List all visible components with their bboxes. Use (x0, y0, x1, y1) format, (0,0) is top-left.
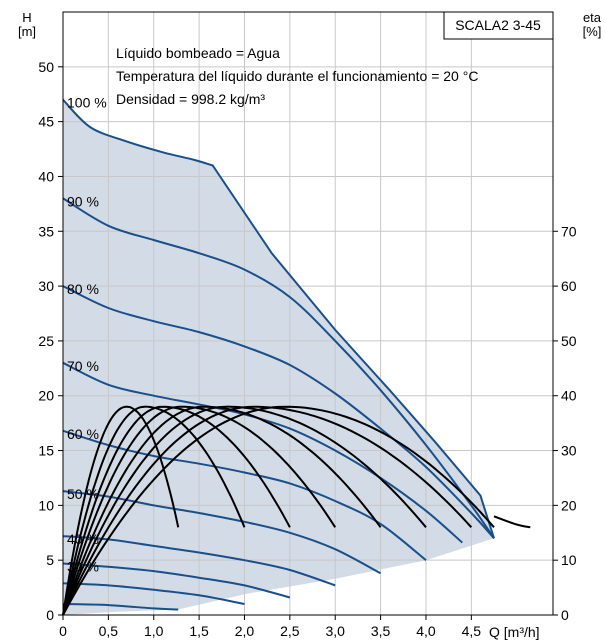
y2-tick-label: 50 (561, 333, 577, 349)
axes: H [m] eta [%] Q [m³/h] 0 5 10 15 20 25 30 35 40 4… (18, 10, 602, 640)
efficiency-curve (62, 405, 495, 616)
efficiency-curve (62, 405, 180, 616)
head-curve (62, 603, 179, 611)
y-tick-label: 20 (38, 388, 54, 404)
speed-label: 30 % (67, 558, 99, 574)
y2-axis-unit: [%] (583, 24, 602, 39)
speed-label: 80 % (67, 281, 99, 297)
x-tick-label: 1,5 (189, 623, 209, 639)
x-tick-label: 3,5 (371, 623, 391, 639)
head-curve (62, 285, 495, 539)
efficiency-curve-tail (493, 515, 531, 529)
envelope-layer (63, 99, 494, 615)
y-tick-label: 40 (38, 168, 54, 184)
note-temperature: Temperatura del líquido durante el funci… (116, 68, 478, 84)
y-tick-label: 45 (38, 114, 54, 130)
note-density: Densidad = 998.2 kg/m³ (116, 91, 265, 107)
y-tick-label: 5 (46, 552, 54, 568)
notes: Líquido bombeado = Agua Temperatura del … (116, 45, 478, 107)
y2-tick-label: 60 (561, 278, 577, 294)
y2-tick-label: 30 (561, 443, 577, 459)
y-tick-label: 15 (38, 443, 54, 459)
head-curve (62, 429, 427, 561)
head-curve (62, 197, 495, 539)
speed-label: 70 % (67, 358, 99, 374)
plot-border (62, 11, 554, 616)
speed-label: 40 % (67, 531, 99, 547)
model-box: SCALA2 3-45 (443, 11, 554, 40)
x-axis-label: Q [m³/h] (489, 624, 540, 640)
speed-label: 100 % (67, 95, 107, 111)
y-axis-unit: [m] (18, 24, 36, 39)
y-axis-label: H (22, 10, 31, 25)
model-name: SCALA2 3-45 (455, 17, 541, 33)
speed-labels: 100 % 90 % 80 % 70 % 60 % 50 % 40 % 30 % (67, 95, 107, 575)
plot-frame (62, 11, 554, 616)
head-curves (62, 99, 495, 611)
speed-label: 90 % (67, 193, 99, 209)
y-tick-label: 0 (46, 607, 54, 623)
y-tick-label: 25 (38, 333, 54, 349)
x-tick-label: 4,5 (462, 623, 482, 639)
x-tick-label: 0 (59, 623, 67, 639)
y-tick-label: 30 (38, 278, 54, 294)
y-tick-label: 35 (38, 223, 54, 239)
efficiency-curve (62, 405, 382, 616)
x-tick-label: 0,5 (99, 623, 119, 639)
y-tick-label: 10 (38, 497, 54, 513)
x-tick-label: 2,5 (280, 623, 300, 639)
speed-label: 60 % (67, 426, 99, 442)
y2-tick-label: 20 (561, 497, 577, 513)
y2-tick-label: 70 (561, 223, 577, 239)
head-curve (62, 490, 382, 575)
y-tick-label: 50 (38, 59, 54, 75)
head-curve (62, 361, 463, 544)
head-curve (62, 99, 495, 539)
operating-envelope (63, 99, 494, 615)
x-tick-label: 4,0 (416, 623, 436, 639)
efficiency-curve (62, 405, 291, 616)
efficiency-curve (62, 405, 337, 616)
speed-label: 50 % (67, 486, 99, 502)
model-box-frame (443, 11, 554, 40)
head-curve (62, 582, 245, 605)
efficiency-curves (62, 405, 531, 616)
y2-tick-label: 10 (561, 552, 577, 568)
x-tick-label: 1,0 (144, 623, 164, 639)
y2-tick-label: 0 (561, 607, 569, 623)
y2-tick-label: 40 (561, 388, 577, 404)
x-tick-label: 2,0 (235, 623, 255, 639)
head-curve (62, 562, 291, 599)
x-tick-label: 3,0 (325, 623, 345, 639)
y2-axis-label: eta (583, 10, 602, 25)
note-liquid: Líquido bombeado = Agua (116, 45, 280, 61)
